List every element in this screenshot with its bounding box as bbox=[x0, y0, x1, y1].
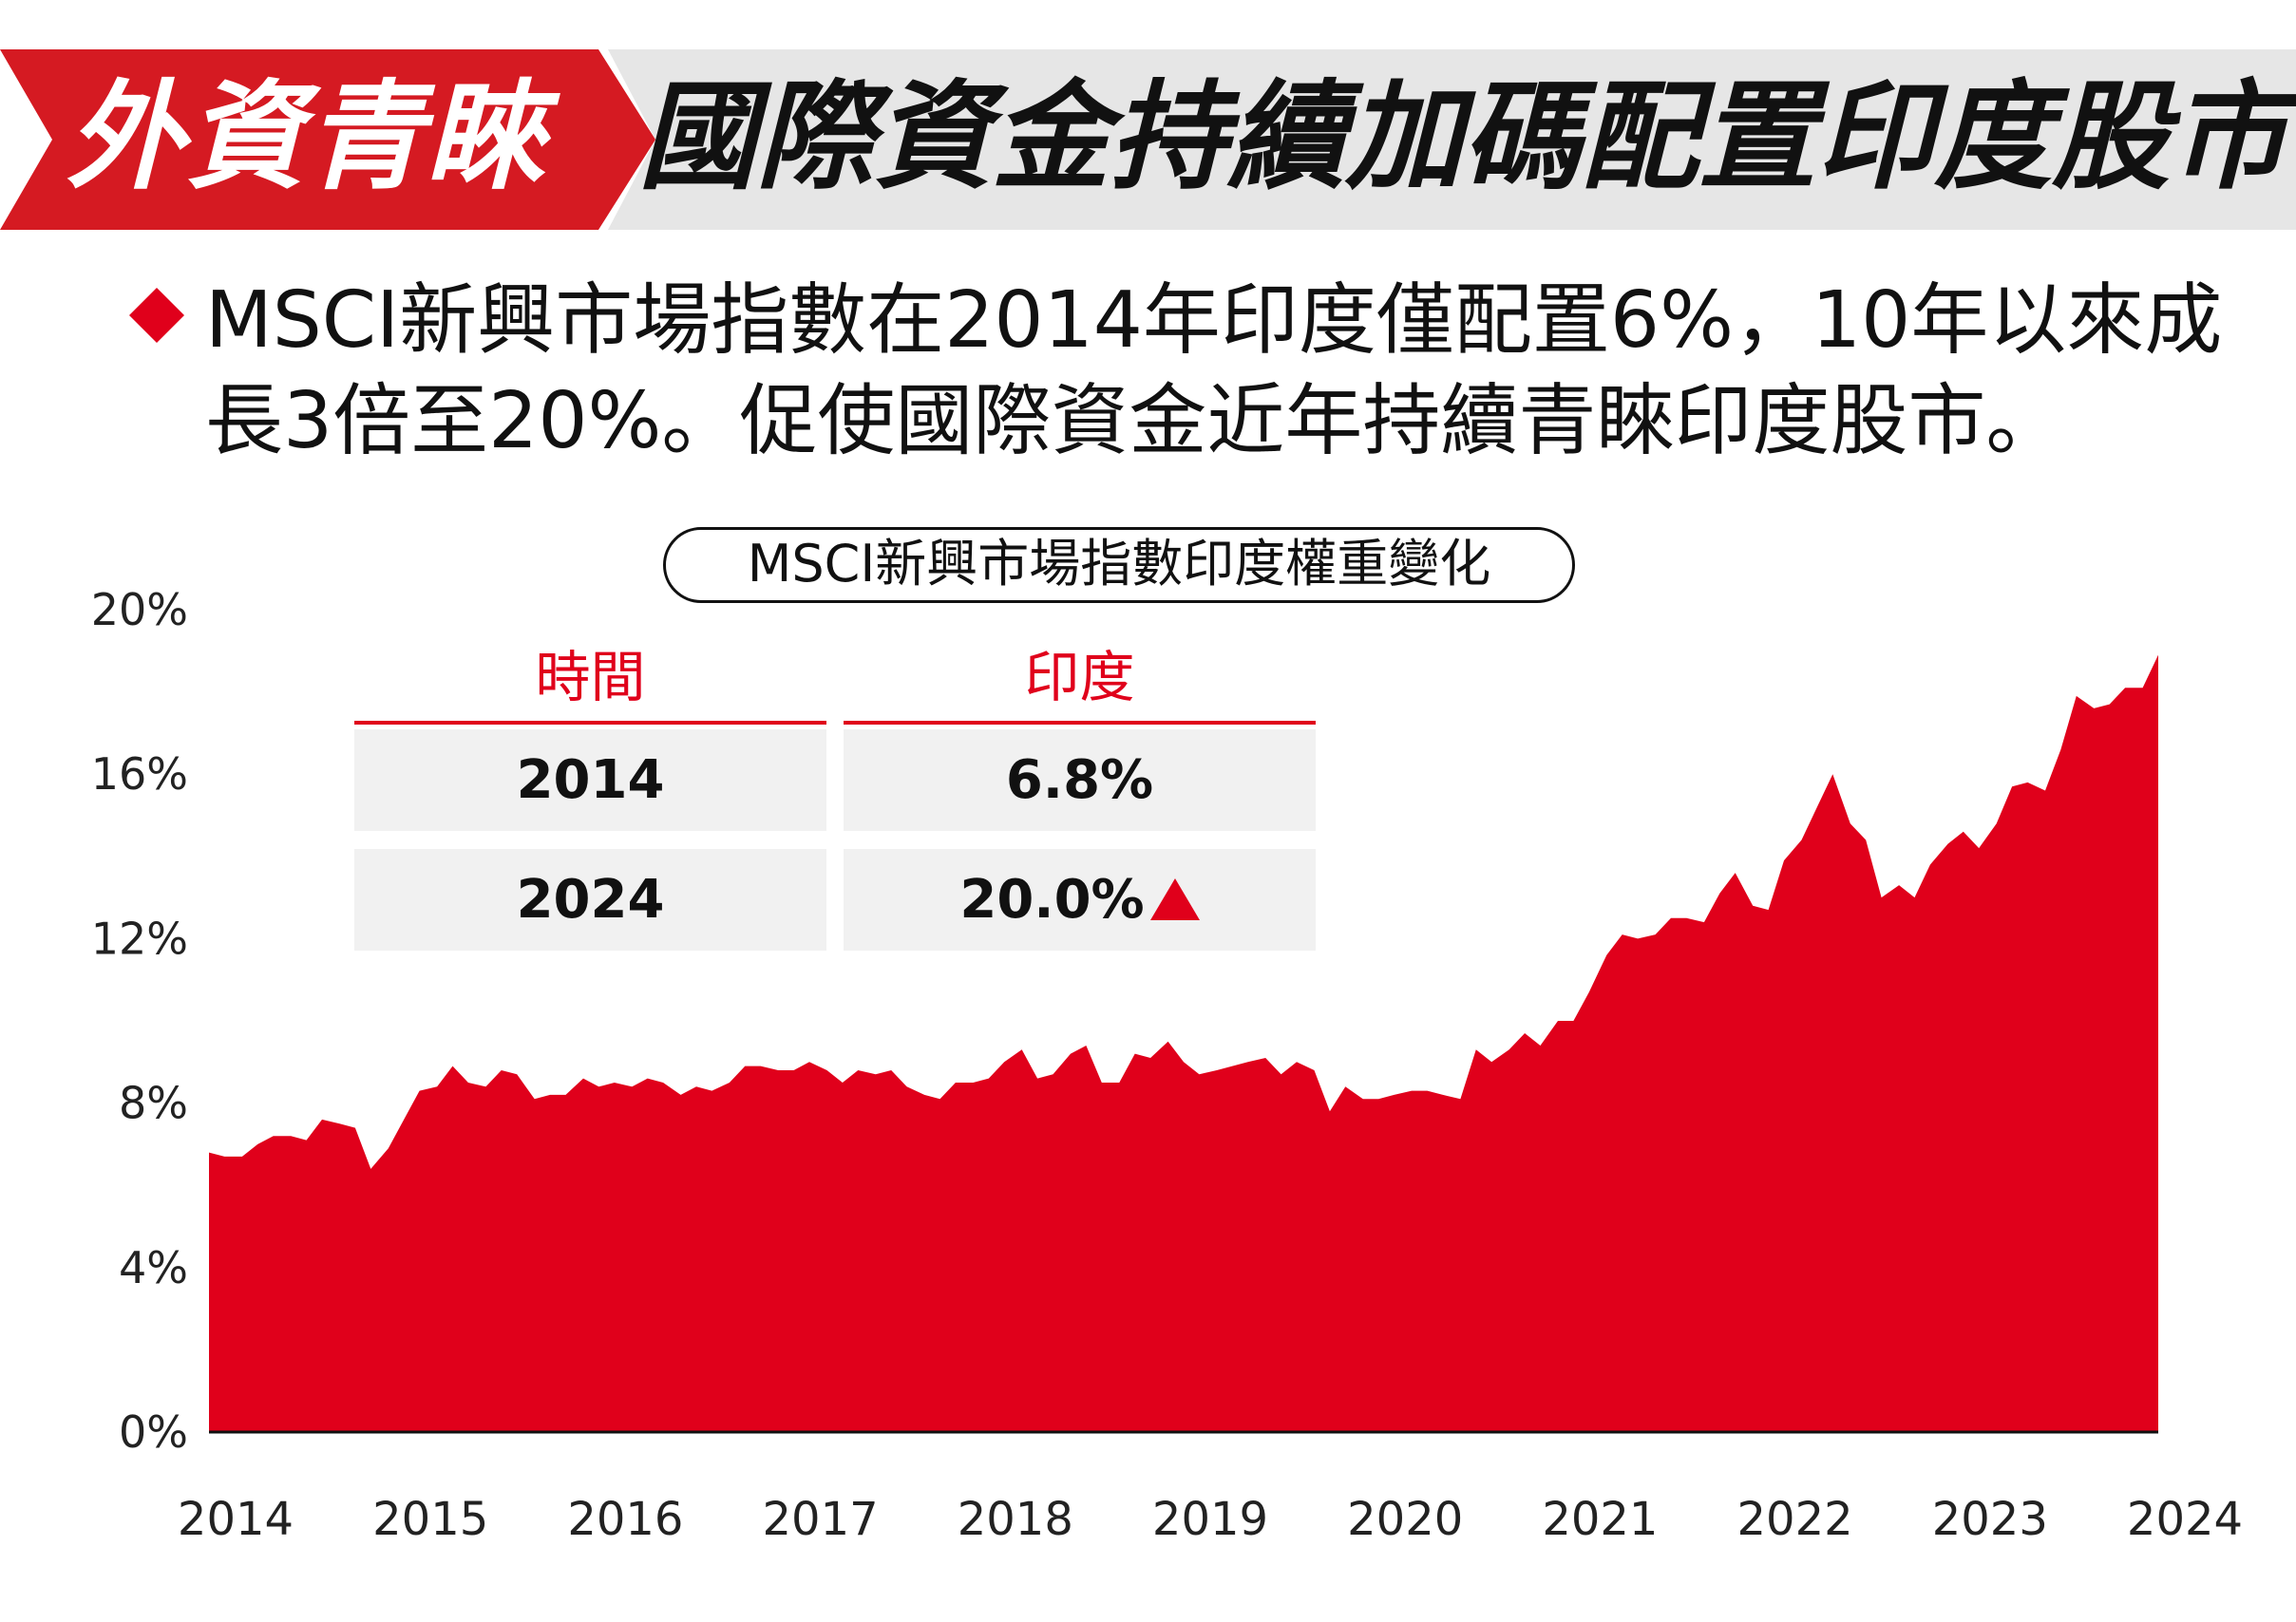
table-header-india: 印度 bbox=[1024, 645, 1135, 709]
y-tick-label: 16% bbox=[91, 748, 188, 800]
table-cell-value: 20.0% bbox=[959, 869, 1145, 931]
x-tick-label: 2020 bbox=[1347, 1493, 1463, 1546]
table-cell-value-row2: 20.0% bbox=[844, 849, 1316, 951]
header-rule bbox=[844, 721, 1316, 725]
x-tick-label: 2014 bbox=[178, 1493, 294, 1546]
x-tick-label: 2022 bbox=[1737, 1493, 1853, 1546]
y-axis: 0% 4% 8% 12% 16% 20% bbox=[91, 584, 188, 1458]
y-tick-label: 4% bbox=[119, 1242, 188, 1293]
header-rule bbox=[354, 721, 826, 725]
india-weight-area bbox=[209, 654, 2158, 1432]
x-tick-label: 2023 bbox=[1932, 1493, 2048, 1546]
y-tick-label: 12% bbox=[91, 913, 188, 964]
x-tick-label: 2016 bbox=[567, 1493, 683, 1546]
x-tick-label: 2024 bbox=[2127, 1493, 2243, 1546]
banner-tag-text: 外資青睞 bbox=[66, 69, 546, 206]
table-cell-time: 2014 bbox=[354, 729, 826, 831]
x-tick-label: 2017 bbox=[763, 1493, 879, 1546]
y-tick-label: 0% bbox=[119, 1406, 188, 1458]
banner-red-tag bbox=[0, 49, 655, 230]
x-tick-label: 2018 bbox=[958, 1493, 1073, 1546]
table-cell-time: 2024 bbox=[354, 849, 826, 951]
banner-title: 國際資金持續加碼配置印度股市 bbox=[638, 69, 2288, 206]
x-tick-label: 2019 bbox=[1152, 1493, 1268, 1546]
diamond-bullet-icon bbox=[129, 288, 184, 343]
banner-gray-band bbox=[608, 49, 2296, 230]
header-banner: 外資青睞 國際資金持續加碼配置印度股市 bbox=[0, 49, 2296, 230]
x-axis: 2014 2015 2016 2017 2018 2019 2020 2021 2022 2023… bbox=[178, 1493, 2243, 1546]
triangle-up-icon bbox=[1149, 877, 1200, 920]
table-header-time: 時間 bbox=[535, 645, 646, 709]
banner-background bbox=[0, 49, 2296, 230]
y-tick-label: 8% bbox=[119, 1078, 188, 1129]
x-tick-label: 2021 bbox=[1542, 1493, 1658, 1546]
table-cell-value: 6.8% bbox=[844, 729, 1316, 831]
chart-title: MSCI新興市場指數印度權重變化 bbox=[663, 527, 1575, 603]
intro-text: MSCI新興市場指數在2014年印度僅配置6%，10年以來成長3倍至20%。促使… bbox=[205, 275, 2223, 466]
x-tick-label: 2015 bbox=[372, 1493, 488, 1546]
y-tick-label: 20% bbox=[91, 584, 188, 635]
